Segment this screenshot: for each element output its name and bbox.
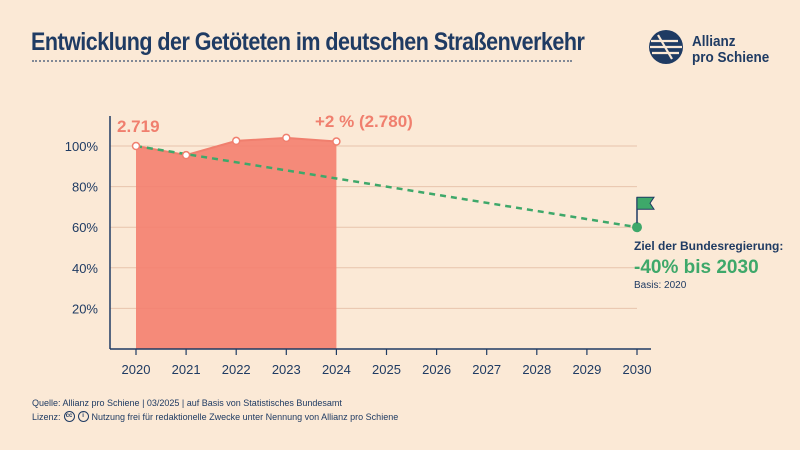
cc-icon: cc [63, 411, 75, 422]
goal-note: Basis: 2020 [634, 280, 687, 291]
title-divider [32, 60, 572, 62]
x-tick-label: 2028 [522, 362, 551, 377]
x-tick-label: 2023 [272, 362, 301, 377]
license-note: Lizenz: cc i Nutzung frei für redaktione… [32, 411, 398, 422]
area-series [136, 137, 337, 349]
x-tick-label: 2022 [222, 362, 251, 377]
y-tick-label: 60% [72, 220, 98, 235]
license-text: Nutzung frei für redaktionelle Zwecke un… [91, 411, 399, 422]
logo-line-1: Allianz [692, 33, 736, 50]
x-tick-label: 2024 [322, 362, 351, 377]
goal-value: -40% bis 2030 [634, 257, 759, 278]
by-icon: i [77, 411, 89, 422]
data-point-2023 [282, 133, 291, 143]
logo-wordmark: Allianz pro Schiene [692, 34, 769, 66]
x-tick-label: 2027 [472, 362, 501, 377]
data-point-2024 [332, 137, 341, 146]
data-point-2022 [231, 136, 241, 146]
y-tick-label: 20% [72, 301, 98, 316]
page-title: Entwicklung der Getöteten im deutschen S… [31, 28, 585, 56]
logo-line-2: pro Schiene [692, 49, 770, 66]
allianz-pro-schiene-logo-icon [649, 30, 683, 64]
data-point-2020 [131, 141, 141, 151]
x-tick-label: 2021 [172, 362, 201, 377]
y-tick-label: 40% [72, 261, 98, 276]
y-tick-label: 80% [72, 180, 98, 195]
x-tick-label: 2026 [422, 362, 451, 377]
target-point [632, 222, 642, 233]
license-label: Lizenz: [32, 411, 61, 422]
x-tick-label: 2020 [122, 362, 151, 377]
x-tick-label: 2029 [572, 362, 601, 377]
x-tick-label: 2025 [372, 362, 401, 377]
x-tick-label: 2030 [623, 362, 652, 377]
target-line [135, 144, 638, 229]
data-point-2021 [181, 150, 191, 160]
goal-heading: Ziel der Bundesregierung: [634, 239, 783, 253]
source-note: Quelle: Allianz pro Schiene | 03/2025 | … [32, 398, 342, 408]
end-change-label: +2 % (2.780) [315, 112, 413, 131]
y-tick-label: 100% [65, 139, 99, 154]
start-value-label: 2.719 [117, 117, 160, 136]
flag-icon [636, 196, 655, 210]
